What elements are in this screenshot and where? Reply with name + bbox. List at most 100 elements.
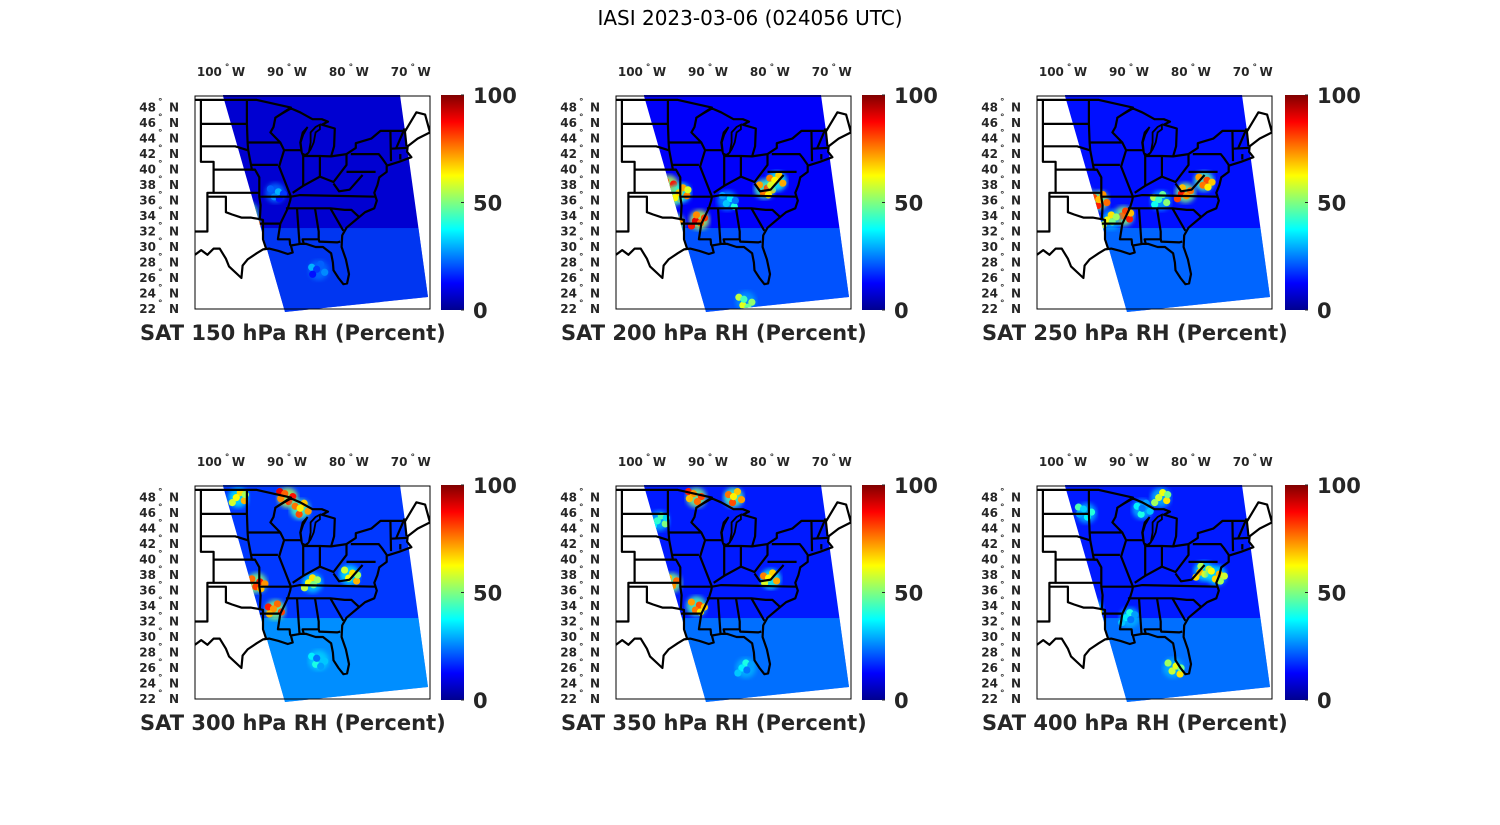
- degree-symbol: °: [1000, 503, 1005, 513]
- rh-point: [667, 198, 675, 206]
- lat-hemisphere: N: [1011, 677, 1021, 691]
- degree-symbol: °: [579, 627, 584, 637]
- lat-tick-label: 40: [560, 163, 577, 177]
- state-border: [713, 544, 769, 584]
- lon-tick-label: 70: [391, 65, 408, 79]
- state-border: [706, 597, 781, 608]
- degree-symbol: °: [579, 237, 584, 247]
- state-border: [1049, 195, 1103, 221]
- lat-tick-label: 24: [981, 287, 998, 301]
- lat-hemisphere: N: [590, 630, 600, 644]
- rh-point: [1164, 491, 1172, 499]
- lat-hemisphere: N: [1011, 209, 1021, 223]
- lat-hemisphere: N: [590, 101, 600, 115]
- lat-hemisphere: N: [169, 147, 179, 161]
- degree-symbol: °: [158, 534, 163, 544]
- state-border: [738, 239, 762, 244]
- degree-symbol: °: [410, 453, 415, 463]
- lat-hemisphere: N: [590, 147, 600, 161]
- rh-point: [313, 265, 321, 273]
- lat-hemisphere: N: [590, 163, 600, 177]
- state-border: [390, 536, 407, 540]
- lat-hemisphere: N: [590, 178, 600, 192]
- lat-hemisphere: N: [590, 522, 600, 536]
- lat-tick-label: 46: [139, 506, 156, 520]
- state-border: [628, 585, 682, 611]
- rh-point: [1208, 178, 1216, 186]
- lat-hemisphere: N: [1011, 630, 1021, 644]
- degree-symbol: °: [646, 63, 651, 73]
- degree-symbol: °: [579, 253, 584, 263]
- lat-tick-label: 28: [139, 646, 156, 660]
- lon-tick-label: 90: [688, 455, 705, 469]
- swath-south-band: [1065, 618, 1270, 702]
- rh-point: [1151, 200, 1159, 209]
- swath-data: [223, 95, 428, 312]
- rh-point: [235, 202, 244, 210]
- degree-symbol: °: [708, 63, 713, 73]
- lat-hemisphere: N: [1011, 584, 1021, 598]
- lat-tick-label: 40: [981, 553, 998, 567]
- colorbar-tick-label: 0: [1317, 689, 1332, 713]
- degree-symbol: °: [158, 175, 163, 185]
- degree-symbol: °: [770, 63, 775, 73]
- rh-point: [671, 194, 679, 202]
- rh-point: [1087, 605, 1095, 613]
- lat-hemisphere: N: [590, 537, 600, 551]
- degree-symbol: °: [1000, 534, 1005, 544]
- rh-point: [228, 499, 236, 507]
- lat-tick-label: 44: [139, 132, 156, 146]
- state-border: [350, 542, 388, 556]
- lat-hemisphere: N: [590, 194, 600, 208]
- coastline: [195, 488, 430, 676]
- lon-tick-label: 70: [812, 65, 829, 79]
- lat-tick-label: 32: [560, 225, 577, 239]
- map-frame: [615, 95, 852, 310]
- map-panel: 100 ° W 90 ° W 80 ° W 70 ° W48 ° N46 ° N44 ° N42 ° N40 ° N38 °…: [981, 453, 1361, 735]
- lat-tick-label: 38: [981, 568, 998, 582]
- lat-tick-label: 48: [139, 491, 156, 505]
- state-border: [394, 128, 406, 150]
- rh-point: [748, 298, 756, 306]
- lat-hemisphere: N: [1011, 537, 1021, 551]
- rh-point: [779, 179, 787, 187]
- lake-outline: [1141, 123, 1163, 158]
- lat-hemisphere: N: [169, 568, 179, 582]
- lat-hemisphere: N: [169, 194, 179, 208]
- state-border: [1127, 207, 1202, 218]
- degree-symbol: °: [158, 222, 163, 232]
- map-frame: [194, 485, 431, 700]
- lat-hemisphere: N: [169, 646, 179, 660]
- lon-hemisphere: W: [715, 65, 728, 79]
- lat-hemisphere: N: [590, 553, 600, 567]
- coastline: [1037, 488, 1272, 676]
- state-border: [621, 535, 669, 542]
- degree-symbol: °: [225, 63, 230, 73]
- state-border: [269, 507, 282, 534]
- lat-tick-label: 42: [139, 537, 156, 551]
- rh-point: [248, 575, 256, 583]
- swath-data: [1065, 485, 1270, 702]
- state-border: [285, 207, 360, 218]
- state-border: [716, 598, 722, 634]
- lat-hemisphere: N: [590, 287, 600, 301]
- lon-hemisphere: W: [1198, 455, 1211, 469]
- rh-point: [1072, 194, 1080, 202]
- state-border: [716, 208, 722, 244]
- lat-hemisphere: N: [1011, 178, 1021, 192]
- degree-symbol: °: [1000, 268, 1005, 278]
- degree-symbol: °: [225, 453, 230, 463]
- degree-symbol: °: [287, 453, 292, 463]
- degree-symbol: °: [1000, 144, 1005, 154]
- lat-tick-label: 46: [981, 116, 998, 130]
- state-border: [1134, 154, 1190, 194]
- state-border: [1037, 99, 1057, 233]
- degree-symbol: °: [158, 503, 163, 513]
- lat-tick-label: 32: [139, 615, 156, 629]
- lat-hemisphere: N: [1011, 240, 1021, 254]
- lake-outline: [299, 123, 321, 158]
- rh-point: [672, 222, 680, 230]
- rh-point: [728, 499, 737, 507]
- state-border: [713, 154, 769, 194]
- state-border: [680, 194, 797, 198]
